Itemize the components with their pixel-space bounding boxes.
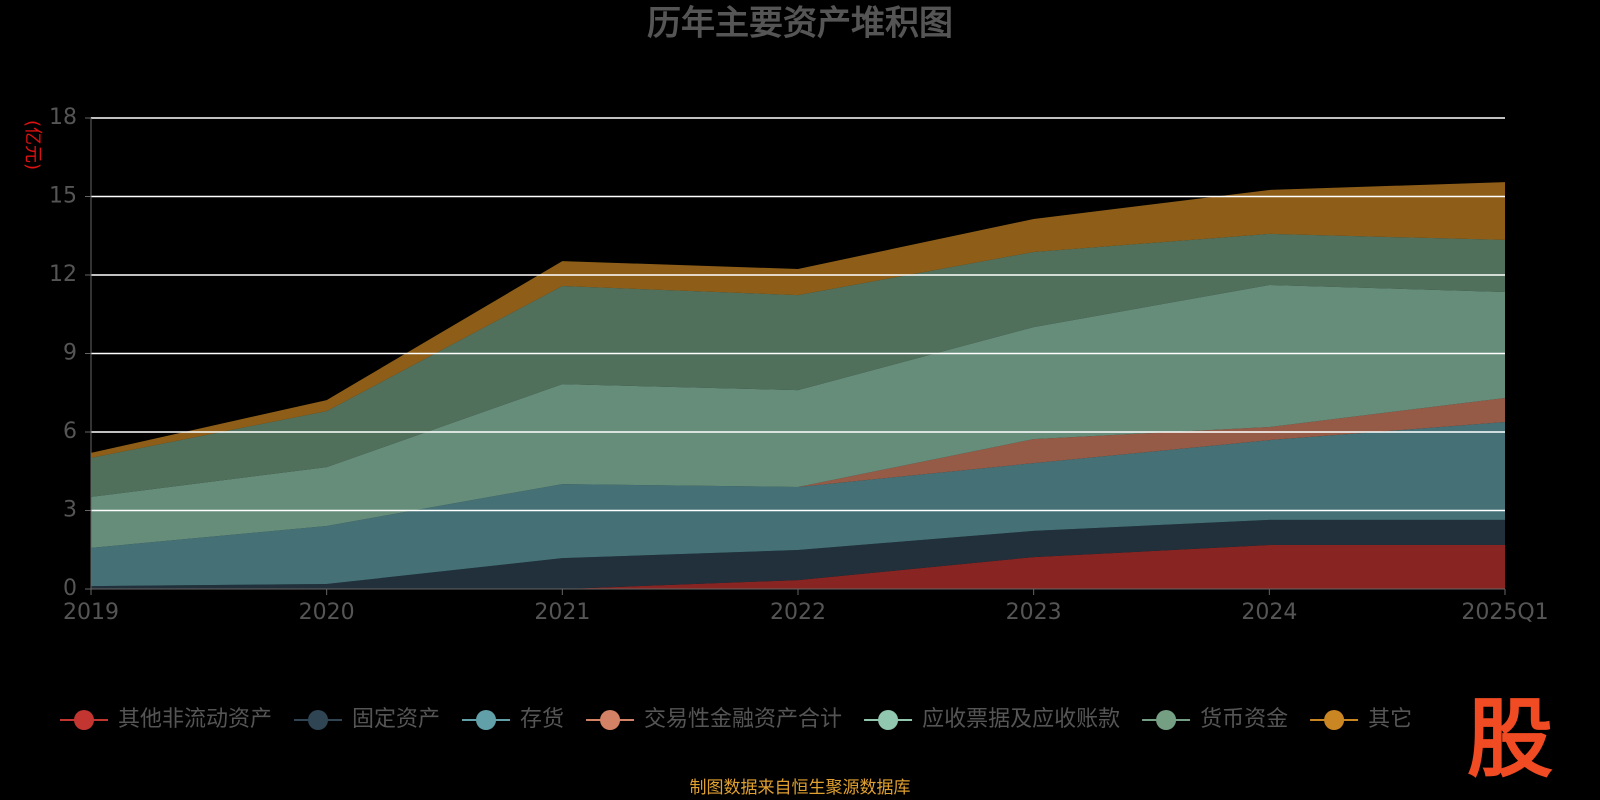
y-tick-label: 0: [63, 576, 77, 601]
legend-label: 固定资产: [352, 707, 440, 732]
x-tick-label: 2020: [299, 600, 355, 625]
legend-label: 应收票据及应收账款: [922, 707, 1120, 732]
legend-marker: [74, 710, 94, 730]
x-tick-label: 2024: [1241, 600, 1297, 625]
legend-marker: [308, 710, 329, 730]
source-note: 制图数据来自恒生聚源数据库: [690, 778, 911, 798]
legend-marker: [476, 710, 497, 730]
logo: 股: [1467, 689, 1553, 789]
legend-label: 交易性金融资产合计: [644, 707, 842, 732]
area: [91, 182, 1505, 458]
legend: 其他非流动资产 固定资产 存货 交易性金融资产合计 应收票据及应收账款 货币资金 其它: [60, 707, 1412, 732]
legend-label: 货币资金: [1200, 707, 1288, 732]
legend-label: 其他非流动资产: [118, 707, 272, 732]
x-tick-label: 2025Q1: [1461, 600, 1548, 625]
x-tick-label: 2019: [63, 600, 119, 625]
area: [91, 545, 1505, 589]
y-tick-label: 9: [63, 341, 77, 366]
area: [91, 284, 1505, 548]
x-tick-label: 2021: [534, 600, 590, 625]
x-tick-label: 2023: [1006, 600, 1062, 625]
area: [91, 519, 1505, 589]
y-tick-label: 15: [49, 184, 77, 209]
plot-area: 0 3 6 9 12 15 18 2019 2020 2021 2022 2023 2024 2025Q1: [49, 105, 1549, 625]
legend-label: 存货: [520, 707, 564, 732]
y-tick-label: 3: [63, 498, 77, 523]
legend-marker: [878, 710, 899, 730]
legend-marker: [1324, 710, 1345, 730]
y-tick-label: 6: [63, 419, 77, 444]
chart-title: 历年主要资产堆积图: [647, 4, 953, 44]
y-axis-label: (亿元): [22, 120, 43, 170]
legend-marker: [600, 710, 621, 730]
legend-label: 其它: [1368, 707, 1412, 732]
y-tick-label: 12: [49, 262, 77, 287]
area: [91, 397, 1505, 548]
area: [91, 422, 1505, 587]
y-tick-label: 18: [49, 105, 77, 130]
area: [91, 233, 1505, 497]
legend-marker: [1156, 710, 1177, 730]
x-tick-label: 2022: [770, 600, 826, 625]
